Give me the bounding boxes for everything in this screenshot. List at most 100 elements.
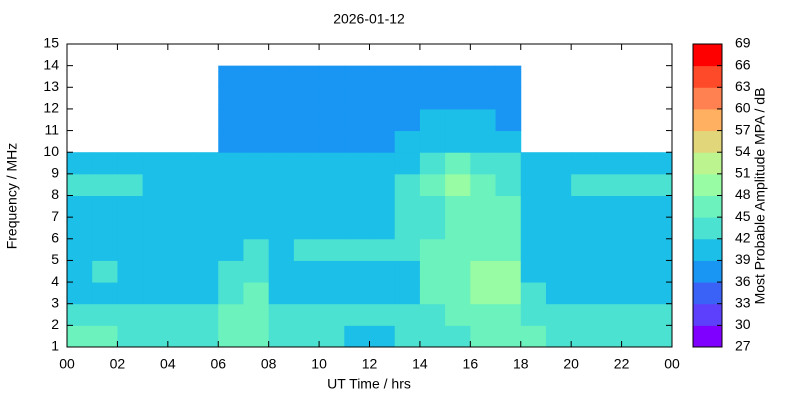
heatmap-cell bbox=[167, 238, 194, 261]
heatmap-cell bbox=[117, 173, 144, 196]
heatmap-cell bbox=[470, 325, 497, 348]
y-tick-label: 15 bbox=[43, 35, 59, 51]
heatmap-cell bbox=[419, 217, 446, 240]
heatmap-cell bbox=[394, 238, 421, 261]
heatmap-cell bbox=[545, 260, 572, 283]
heatmap-cell bbox=[394, 303, 421, 326]
heatmap-cell bbox=[419, 173, 446, 196]
heatmap-cell bbox=[293, 303, 320, 326]
heatmap-cell bbox=[495, 325, 522, 348]
colorbar-swatch bbox=[693, 282, 722, 305]
heatmap-cell bbox=[646, 173, 673, 196]
y-tick-label: 10 bbox=[43, 143, 59, 159]
heatmap-cell bbox=[470, 303, 497, 326]
heatmap-cell bbox=[369, 217, 396, 240]
y-tick-label: 14 bbox=[43, 56, 59, 72]
heatmap-cell bbox=[394, 282, 421, 305]
heatmap-cell bbox=[293, 108, 320, 132]
y-tick-label: 1 bbox=[51, 338, 59, 354]
heatmap-cell bbox=[117, 282, 144, 305]
x-axis-label: UT Time / hrs bbox=[327, 376, 411, 392]
heatmap-cell bbox=[293, 195, 320, 218]
heatmap-cell bbox=[319, 238, 345, 261]
heatmap-cell bbox=[218, 65, 244, 88]
heatmap-cell bbox=[344, 260, 370, 283]
colorbar-tick-label: 27 bbox=[735, 338, 751, 354]
heatmap-cell bbox=[445, 282, 471, 305]
heatmap-cell bbox=[470, 217, 497, 240]
y-tick-label: 12 bbox=[43, 100, 59, 116]
heatmap-cell bbox=[520, 325, 547, 348]
heatmap-cell bbox=[571, 195, 597, 218]
heatmap-cell bbox=[344, 152, 370, 175]
heatmap-cell bbox=[117, 195, 144, 218]
heatmap-cell bbox=[92, 152, 118, 175]
heatmap-cell bbox=[596, 325, 623, 348]
heatmap-cell bbox=[445, 173, 471, 196]
heatmap-cell bbox=[67, 217, 93, 240]
heatmap-cell bbox=[319, 217, 345, 240]
heatmap-cell bbox=[218, 282, 244, 305]
heatmap-cell bbox=[268, 108, 295, 132]
heatmap-cell bbox=[520, 217, 547, 240]
heatmap-cell bbox=[92, 195, 118, 218]
heatmap-cell bbox=[445, 108, 471, 132]
heatmap-cell bbox=[495, 238, 522, 261]
heatmap-cell bbox=[495, 65, 522, 88]
heatmap-cell bbox=[646, 260, 673, 283]
heatmap-cell bbox=[596, 282, 623, 305]
heatmap-cell bbox=[369, 238, 396, 261]
heatmap-cell bbox=[218, 303, 244, 326]
colorbar-tick-label: 66 bbox=[735, 56, 751, 72]
heatmap-cell bbox=[621, 282, 648, 305]
heatmap-cell bbox=[419, 325, 446, 348]
heatmap-cell bbox=[67, 195, 93, 218]
heatmap-cell bbox=[319, 195, 345, 218]
heatmap-cell bbox=[268, 238, 295, 261]
heatmap-cell bbox=[520, 195, 547, 218]
heatmap-cell bbox=[571, 282, 597, 305]
colorbar-tick-label: 39 bbox=[735, 251, 751, 267]
heatmap-cell bbox=[167, 195, 194, 218]
heatmap-cell bbox=[621, 217, 648, 240]
heatmap-cell bbox=[419, 282, 446, 305]
heatmap-cell bbox=[344, 217, 370, 240]
heatmap-cell bbox=[495, 217, 522, 240]
colorbar-tick-label: 51 bbox=[735, 165, 751, 181]
heatmap-cell bbox=[319, 260, 345, 283]
heatmap-cell bbox=[495, 173, 522, 196]
heatmap-cell bbox=[419, 108, 446, 132]
heatmap-cell bbox=[596, 238, 623, 261]
heatmap-cell bbox=[470, 238, 497, 261]
heatmap-cell bbox=[243, 282, 270, 305]
heatmap-cell bbox=[369, 195, 396, 218]
heatmap-cell bbox=[344, 173, 370, 196]
heatmap-cell bbox=[319, 282, 345, 305]
heatmap-cell bbox=[193, 325, 219, 348]
heatmap-cell bbox=[67, 303, 93, 326]
colorbar-swatch bbox=[693, 303, 722, 326]
heatmap-cell bbox=[193, 303, 219, 326]
heatmap-cell bbox=[319, 173, 345, 196]
x-tick-label: 12 bbox=[362, 356, 378, 372]
heatmap-cell bbox=[167, 260, 194, 283]
heatmap-cell bbox=[445, 65, 471, 88]
heatmap-cell bbox=[394, 130, 421, 153]
heatmap-cell bbox=[344, 108, 370, 132]
colorbar-swatch bbox=[693, 325, 722, 348]
heatmap-cell bbox=[243, 108, 270, 132]
heatmap-cell bbox=[596, 217, 623, 240]
heatmap-cell bbox=[369, 303, 396, 326]
heatmap-cell bbox=[419, 130, 446, 153]
heatmap-cell bbox=[394, 173, 421, 196]
heatmap-cell bbox=[394, 87, 421, 110]
heatmap-cell bbox=[646, 217, 673, 240]
heatmap-cell bbox=[117, 238, 144, 261]
heatmap-cell bbox=[117, 152, 144, 175]
heatmap-cell bbox=[218, 130, 244, 153]
heatmap-cell bbox=[445, 152, 471, 175]
heatmap-cell bbox=[495, 87, 522, 110]
heatmap-cell bbox=[218, 87, 244, 110]
heatmap-cell bbox=[243, 238, 270, 261]
